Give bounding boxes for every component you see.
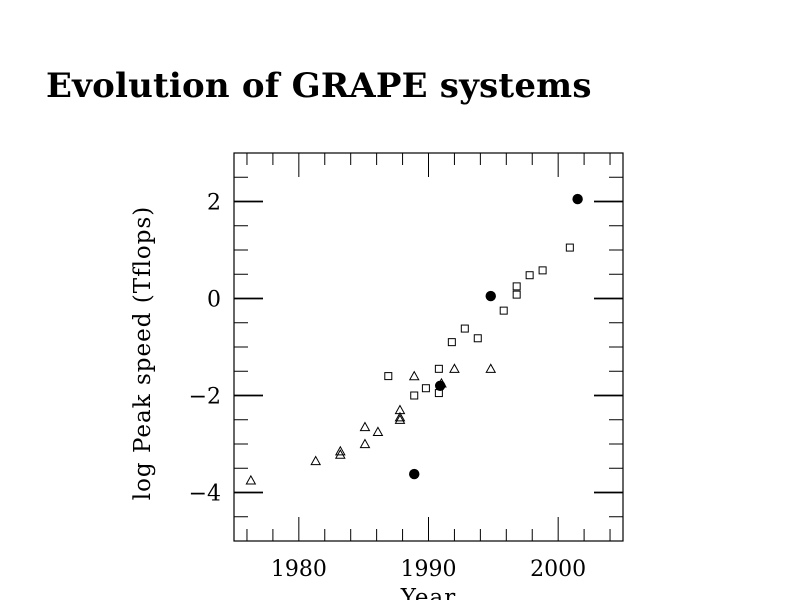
square-point xyxy=(512,290,521,299)
x-tick-label: 2000 xyxy=(530,557,586,582)
square-point xyxy=(447,338,456,347)
data-points xyxy=(245,193,583,485)
plot-frame xyxy=(233,152,624,542)
y-tick-label: 2 xyxy=(207,191,221,216)
square-point xyxy=(525,271,534,280)
filled-circle-point xyxy=(572,193,583,205)
triangle-point xyxy=(334,445,346,456)
square-point xyxy=(538,266,547,275)
square-point xyxy=(460,324,469,333)
axis-labels: Year log Peak speed (Tflops) 1980 1990 200… xyxy=(130,191,586,600)
triangle-point xyxy=(245,474,257,485)
x-axis-label: Year xyxy=(400,585,457,600)
axes xyxy=(233,152,624,542)
triangle-point xyxy=(449,363,460,373)
filled-circle-point xyxy=(409,468,420,480)
triangle-point xyxy=(334,449,346,459)
y-tick-label: −4 xyxy=(189,482,221,507)
square-point xyxy=(565,243,574,252)
x-tick-label: 1980 xyxy=(271,557,327,582)
chart-title: Evolution of GRAPE systems xyxy=(46,66,592,106)
square-point xyxy=(384,372,393,381)
filled-circle-point xyxy=(485,290,496,302)
triangle-point xyxy=(359,421,371,432)
y-tick-label: 0 xyxy=(207,288,221,313)
triangle-point xyxy=(359,438,371,449)
filled-circle-point xyxy=(434,380,446,391)
square-point xyxy=(421,384,430,393)
square-point xyxy=(499,306,508,315)
square-point xyxy=(434,364,443,373)
x-tick-label: 1990 xyxy=(401,557,457,582)
triangle-point xyxy=(394,414,406,424)
triangle-point xyxy=(394,411,406,422)
triangle-point xyxy=(310,455,322,466)
y-axis-label: log Peak speed (Tflops) xyxy=(130,206,156,501)
triangle-point xyxy=(408,370,420,381)
square-point xyxy=(512,282,521,291)
square-point xyxy=(473,334,482,343)
triangle-point xyxy=(372,426,384,436)
triangle-point xyxy=(485,363,497,373)
y-tick-label: −2 xyxy=(189,385,221,410)
square-point xyxy=(410,391,419,400)
